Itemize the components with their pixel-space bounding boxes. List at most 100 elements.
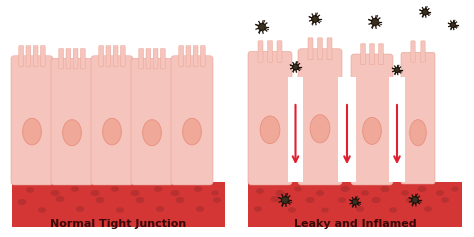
Ellipse shape	[389, 207, 397, 213]
FancyBboxPatch shape	[351, 54, 393, 185]
Circle shape	[258, 23, 266, 31]
Ellipse shape	[96, 197, 104, 203]
FancyBboxPatch shape	[66, 49, 71, 69]
Circle shape	[450, 22, 456, 28]
FancyBboxPatch shape	[81, 49, 85, 69]
FancyBboxPatch shape	[11, 56, 53, 185]
Ellipse shape	[363, 117, 382, 144]
Ellipse shape	[116, 207, 124, 213]
FancyBboxPatch shape	[113, 46, 118, 66]
Circle shape	[311, 15, 319, 23]
Ellipse shape	[306, 197, 314, 203]
Ellipse shape	[63, 120, 82, 146]
Ellipse shape	[310, 115, 330, 143]
Ellipse shape	[136, 197, 145, 203]
Ellipse shape	[256, 188, 264, 194]
FancyBboxPatch shape	[308, 38, 313, 60]
Bar	[288, 77, 303, 182]
FancyBboxPatch shape	[379, 44, 383, 65]
Ellipse shape	[294, 187, 301, 191]
Ellipse shape	[288, 207, 296, 213]
FancyBboxPatch shape	[318, 38, 322, 60]
Circle shape	[422, 9, 428, 15]
Ellipse shape	[424, 206, 432, 212]
Ellipse shape	[361, 190, 369, 196]
FancyBboxPatch shape	[267, 41, 273, 62]
FancyBboxPatch shape	[193, 46, 198, 66]
FancyBboxPatch shape	[73, 49, 78, 69]
FancyBboxPatch shape	[411, 41, 415, 62]
FancyBboxPatch shape	[277, 41, 282, 62]
Ellipse shape	[171, 190, 179, 196]
Ellipse shape	[372, 197, 381, 203]
Ellipse shape	[55, 196, 64, 202]
FancyBboxPatch shape	[248, 182, 462, 227]
Ellipse shape	[436, 190, 444, 196]
Ellipse shape	[26, 187, 34, 193]
FancyBboxPatch shape	[160, 49, 165, 69]
Ellipse shape	[406, 197, 414, 203]
FancyBboxPatch shape	[179, 46, 183, 66]
FancyBboxPatch shape	[186, 46, 191, 66]
Circle shape	[281, 196, 289, 204]
FancyBboxPatch shape	[361, 44, 365, 65]
Ellipse shape	[260, 116, 280, 144]
Ellipse shape	[143, 120, 161, 146]
Circle shape	[292, 64, 299, 70]
Ellipse shape	[338, 197, 346, 203]
Ellipse shape	[451, 187, 459, 191]
Ellipse shape	[418, 186, 427, 192]
FancyBboxPatch shape	[120, 46, 125, 66]
Ellipse shape	[271, 196, 279, 202]
Ellipse shape	[76, 206, 84, 212]
Ellipse shape	[111, 186, 119, 192]
FancyBboxPatch shape	[153, 49, 158, 69]
Ellipse shape	[156, 206, 164, 212]
Ellipse shape	[23, 118, 41, 145]
FancyBboxPatch shape	[12, 12, 225, 227]
FancyBboxPatch shape	[91, 56, 133, 185]
Text: Normal Tight Junction: Normal Tight Junction	[50, 219, 187, 229]
FancyBboxPatch shape	[33, 46, 38, 66]
Bar	[389, 77, 405, 182]
FancyBboxPatch shape	[327, 38, 332, 60]
Circle shape	[411, 196, 419, 204]
Ellipse shape	[103, 118, 121, 145]
Ellipse shape	[18, 199, 27, 205]
Ellipse shape	[182, 118, 201, 145]
FancyBboxPatch shape	[106, 46, 111, 66]
FancyBboxPatch shape	[19, 46, 24, 66]
Circle shape	[394, 67, 400, 73]
Ellipse shape	[51, 190, 59, 196]
Ellipse shape	[196, 206, 204, 212]
Ellipse shape	[38, 207, 46, 213]
Ellipse shape	[213, 197, 221, 203]
FancyBboxPatch shape	[248, 12, 462, 227]
FancyBboxPatch shape	[26, 46, 31, 66]
FancyBboxPatch shape	[146, 49, 151, 69]
FancyBboxPatch shape	[248, 51, 292, 185]
FancyBboxPatch shape	[171, 56, 213, 185]
FancyBboxPatch shape	[258, 41, 263, 62]
FancyBboxPatch shape	[401, 52, 435, 184]
Ellipse shape	[356, 206, 364, 212]
Circle shape	[352, 199, 358, 205]
FancyBboxPatch shape	[99, 46, 104, 66]
Ellipse shape	[194, 186, 202, 192]
FancyBboxPatch shape	[370, 44, 374, 65]
Ellipse shape	[175, 197, 184, 203]
Text: Leaky and Inflamed: Leaky and Inflamed	[294, 219, 416, 229]
FancyBboxPatch shape	[421, 41, 425, 62]
Ellipse shape	[211, 191, 219, 196]
Ellipse shape	[275, 190, 284, 196]
Circle shape	[371, 18, 379, 26]
Ellipse shape	[71, 186, 79, 192]
Bar	[338, 77, 356, 182]
Ellipse shape	[401, 190, 409, 196]
FancyBboxPatch shape	[51, 59, 93, 185]
Ellipse shape	[254, 206, 262, 212]
Ellipse shape	[131, 190, 139, 196]
Ellipse shape	[154, 186, 162, 192]
Ellipse shape	[91, 190, 100, 196]
Ellipse shape	[341, 186, 349, 192]
